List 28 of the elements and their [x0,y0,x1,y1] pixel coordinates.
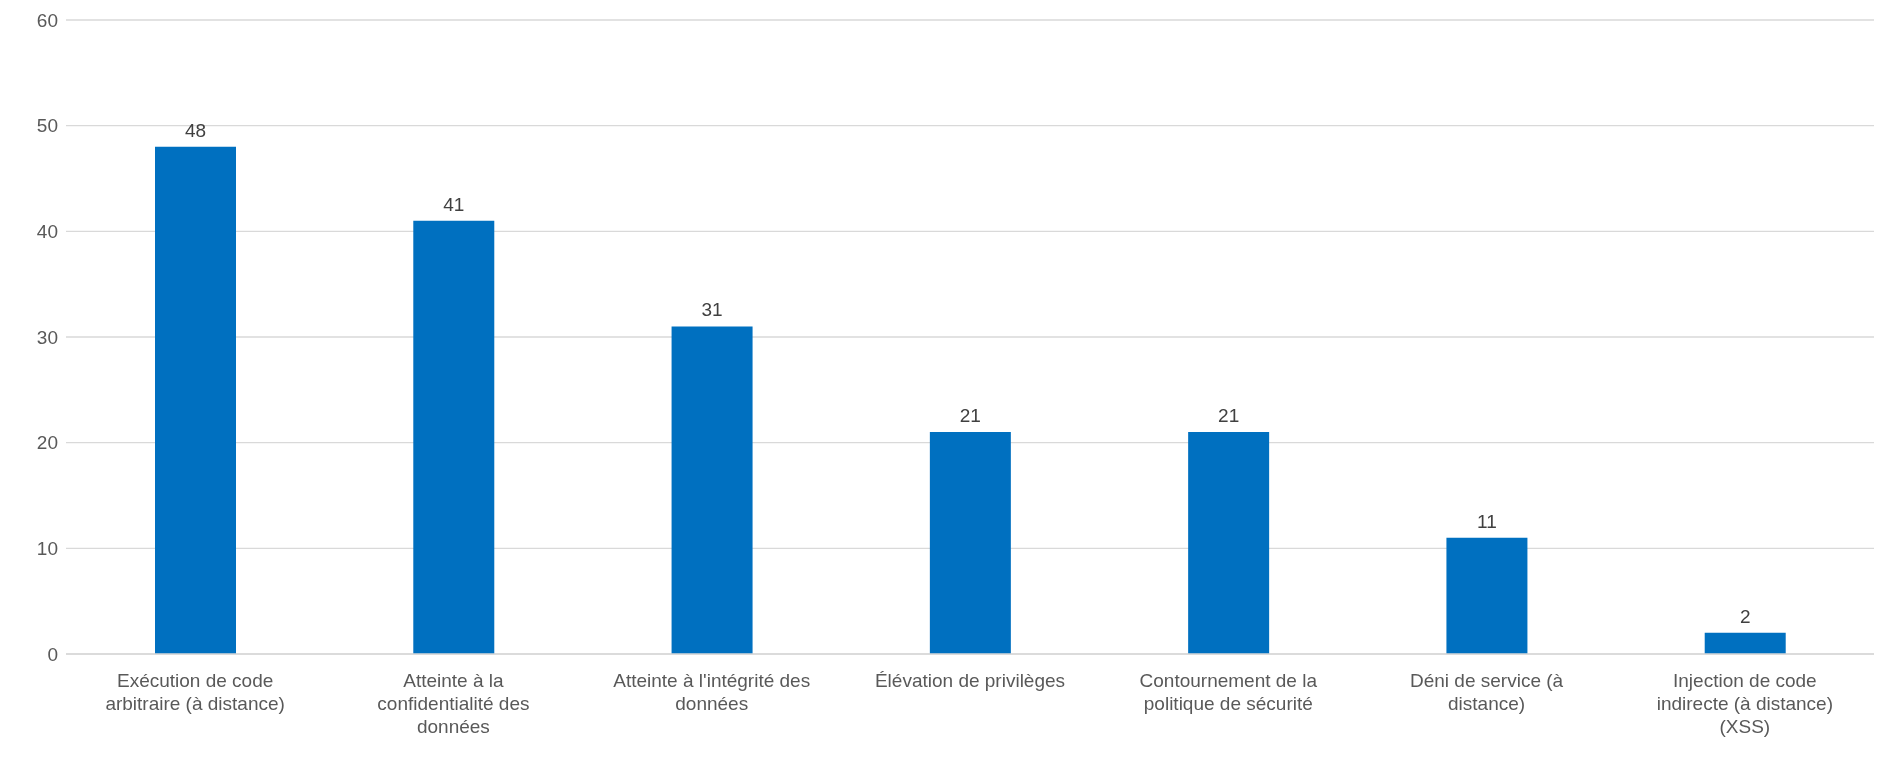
data-label: 41 [443,193,465,215]
data-label: 2 [1739,605,1751,627]
y-tick-label: 10 [36,538,58,560]
bar [929,432,1011,654]
x-tick-label: Élévation de privilèges [874,670,1066,692]
data-label: 31 [701,299,723,321]
bar [413,220,495,654]
bar [155,146,236,654]
x-tick-label: Injection de code indirecte (à distance) (XSS) [1656,670,1834,737]
bar [1188,432,1270,654]
x-tick-label: Exécution de code arbitraire (à distance) [105,670,285,714]
x-tick-label: Atteinte à l'intégrité des données [613,670,811,714]
x-tick-label: Déni de service (à distance) [1410,670,1564,714]
data-label: 11 [1477,510,1497,532]
y-tick-label: 0 [47,643,58,665]
data-label: 21 [959,405,981,427]
y-tick-label: 40 [36,221,58,243]
y-tick-label: 20 [36,432,58,454]
y-tick-label: 60 [36,9,58,31]
bar [1704,632,1786,654]
data-label: 21 [1218,405,1240,427]
bar [1446,537,1528,654]
bar [671,326,753,654]
x-tick-label: Contournement de la politique de sécurité [1139,670,1318,714]
x-tick-label: Atteinte à la confidentialité des données [377,670,530,737]
y-tick-label: 50 [36,115,58,137]
y-tick-label: 30 [36,326,58,348]
data-label: 48 [184,119,207,141]
